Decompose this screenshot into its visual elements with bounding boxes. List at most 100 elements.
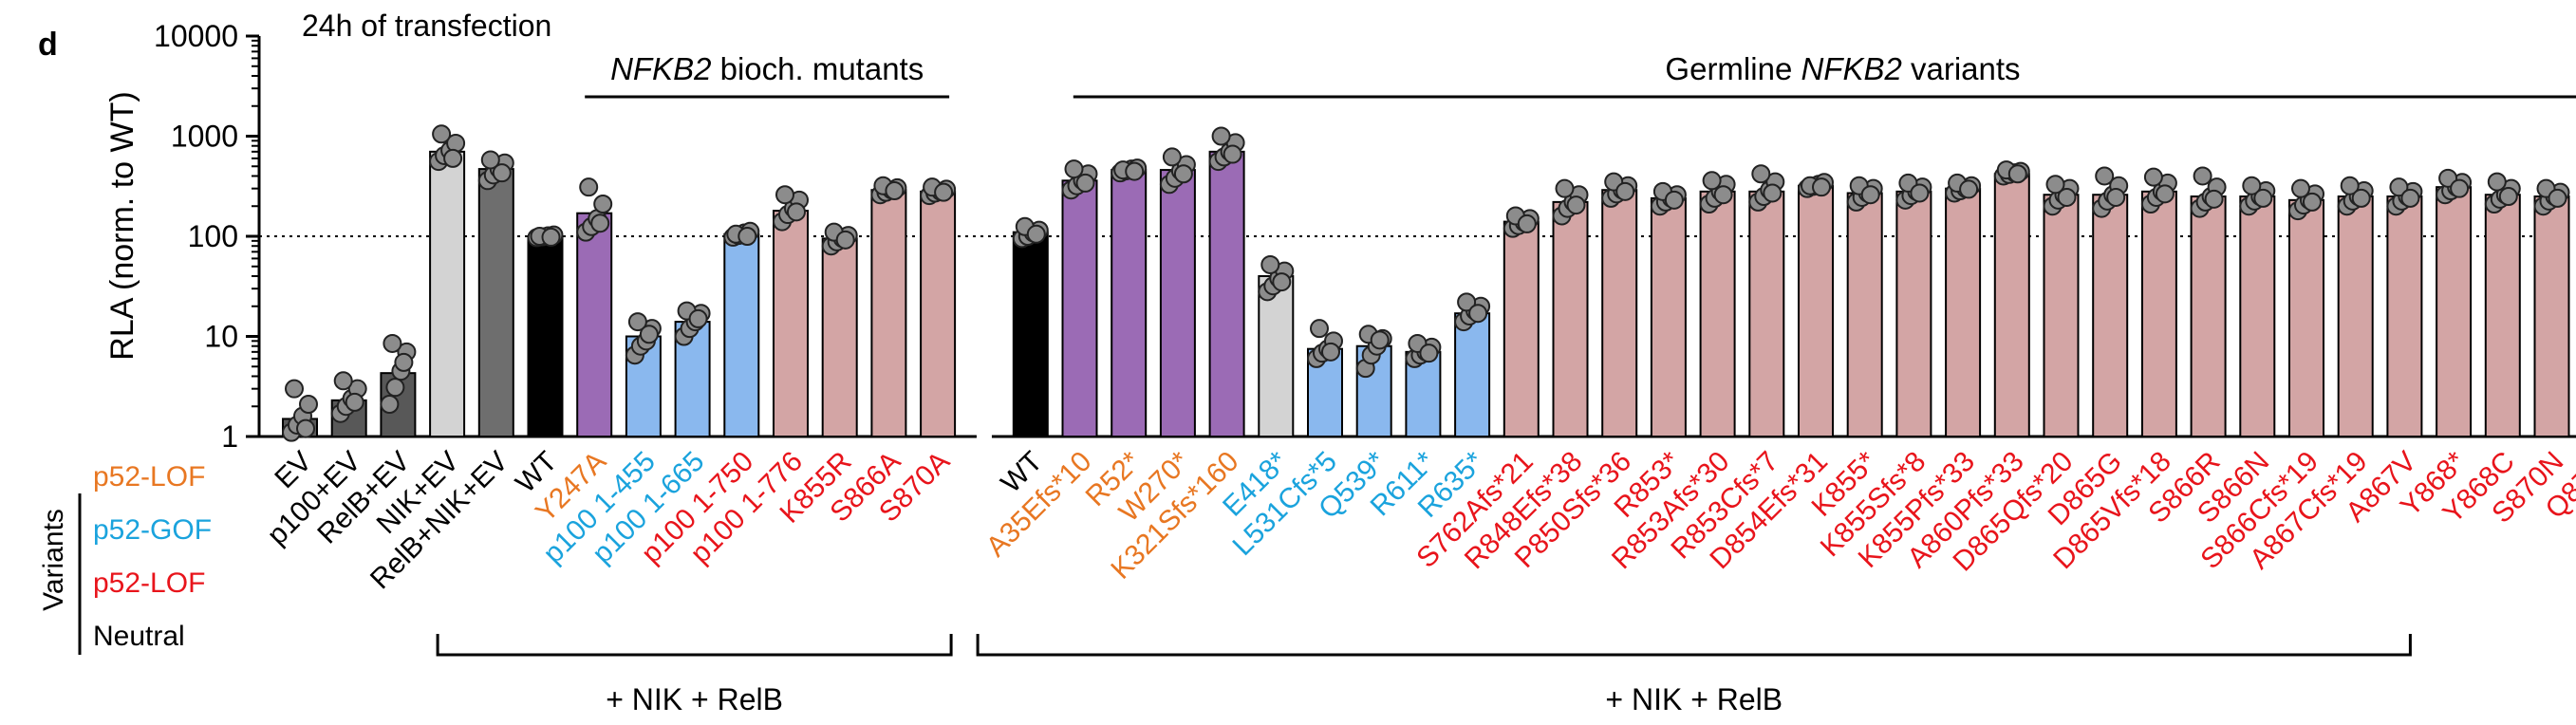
bar (1012, 231, 1049, 437)
data-point (394, 352, 414, 372)
group-label-biochemical: NFKB2 bioch. mutants (610, 51, 924, 86)
data-point (1419, 344, 1439, 363)
data-point (2389, 177, 2409, 197)
data-point (1959, 179, 1979, 199)
bar (2533, 195, 2570, 437)
data-point (2007, 164, 2027, 184)
data-point (1910, 183, 1930, 203)
bracket-right (976, 634, 2412, 657)
data-point (1272, 272, 1292, 292)
data-point (1223, 144, 1242, 164)
data-point (2340, 176, 2360, 195)
legend-entry: p52-LOF (93, 567, 205, 599)
bar (821, 237, 858, 437)
data-point (627, 312, 647, 332)
data-point (296, 418, 315, 438)
data-point (2400, 188, 2420, 208)
group-annotations: NFKB2 bioch. mutants Germline NFKB2 vari… (585, 51, 2576, 99)
bar (1699, 190, 1736, 437)
bar (2484, 194, 2521, 437)
data-point (1125, 161, 1145, 181)
bracket-left (436, 634, 953, 657)
y-tick-label: 1 (221, 419, 238, 454)
y-tick-label: 10 (204, 320, 238, 354)
data-point (1664, 190, 1684, 210)
data-point (1751, 164, 1771, 184)
bar (429, 150, 466, 437)
data-point (1468, 304, 1488, 324)
data-point (1310, 319, 1329, 339)
data-point (541, 227, 561, 247)
data-point (299, 395, 318, 415)
bar (1993, 173, 2030, 437)
data-point (737, 227, 757, 246)
bar (477, 168, 514, 437)
data-point (432, 124, 452, 144)
bar (920, 190, 957, 437)
data-point (1457, 292, 1477, 312)
data-point (1615, 181, 1635, 201)
data-point (1211, 126, 1231, 146)
data-point (333, 371, 353, 391)
data-point (1173, 164, 1193, 184)
data-point (688, 308, 708, 328)
bar (2288, 198, 2324, 437)
treatment-brackets: + NIK + RelB + NIK + RelB (436, 634, 2412, 716)
data-point (1260, 254, 1280, 274)
bar (2436, 186, 2473, 437)
data-point (385, 378, 405, 398)
data-point (593, 195, 613, 214)
data-point (1075, 173, 1095, 193)
data-point (590, 214, 610, 233)
data-point (1763, 183, 1783, 203)
data-point (639, 325, 659, 344)
bar (527, 235, 564, 437)
legend-entry: p52-LOF (93, 461, 205, 493)
data-point (2242, 176, 2262, 195)
data-point (2303, 192, 2322, 212)
bar (1945, 187, 1982, 438)
data-point (1566, 195, 1586, 215)
bar (1061, 179, 1098, 437)
data-point (934, 182, 954, 202)
data-point (2155, 184, 2175, 204)
bar (2043, 194, 2080, 437)
data-point (1064, 159, 1084, 179)
data-point (1860, 185, 1880, 205)
bar (1258, 274, 1295, 437)
bar (1601, 189, 1638, 437)
data-point (1713, 185, 1733, 205)
data-point (787, 202, 806, 222)
bar (2386, 195, 2423, 437)
y-axis-label: RLA (norm. to WT) (104, 91, 140, 360)
data-point (2143, 167, 2163, 187)
data-point (1812, 177, 1831, 197)
panel-letter: d (38, 27, 58, 63)
y-tick-label: 10000 (154, 19, 238, 53)
bracket-label-left: + NIK + RelB (606, 682, 783, 716)
bar-series (282, 150, 2570, 438)
data-point (2193, 166, 2212, 186)
bar (2140, 190, 2177, 437)
bar (1454, 312, 1491, 438)
legend-title: Variants (38, 509, 69, 611)
data-point (380, 395, 400, 415)
bar (723, 232, 760, 437)
group-label-germline: Germline NFKB2 variants (1665, 51, 2020, 86)
bar (1208, 150, 1245, 437)
data-point (2106, 187, 2126, 207)
variant-legend: Variants p52-LOF p52-GOF p52-LOF Neutral (38, 461, 212, 655)
data-point (345, 392, 364, 412)
bar (1748, 190, 1785, 437)
data-point (1026, 224, 1046, 244)
bar (773, 210, 809, 437)
bar (1111, 169, 1148, 438)
data-point (885, 181, 905, 201)
bar (1159, 169, 1196, 438)
data-point (2450, 178, 2470, 198)
data-point (2548, 188, 2567, 208)
legend-entry: Neutral (93, 621, 185, 652)
bar (2337, 195, 2374, 437)
data-point (1702, 171, 1722, 191)
